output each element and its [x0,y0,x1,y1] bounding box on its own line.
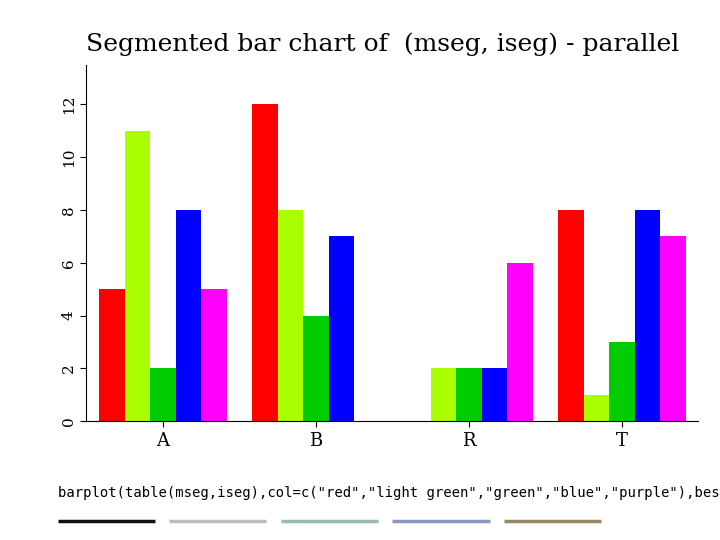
Bar [558,210,584,421]
Bar [507,263,533,421]
Bar [303,315,328,421]
Bar [201,289,227,421]
Bar [252,104,278,421]
Bar [328,237,354,421]
Text: barplot(table(mseg,iseg),col=c("red","light green","green","blue","purple"),besi: barplot(table(mseg,iseg),col=c("red","li… [58,486,720,500]
Text: Segmented bar chart of  (mseg, iseg) - parallel: Segmented bar chart of (mseg, iseg) - pa… [86,32,680,56]
Bar [431,368,456,421]
Bar [482,368,507,421]
Bar [660,237,685,421]
Bar [176,210,201,421]
Bar [150,368,176,421]
Bar [99,289,125,421]
Bar [278,210,303,421]
Bar [125,131,150,421]
Bar [456,368,482,421]
Bar [634,210,660,421]
Bar [584,395,609,421]
Bar [609,342,634,421]
